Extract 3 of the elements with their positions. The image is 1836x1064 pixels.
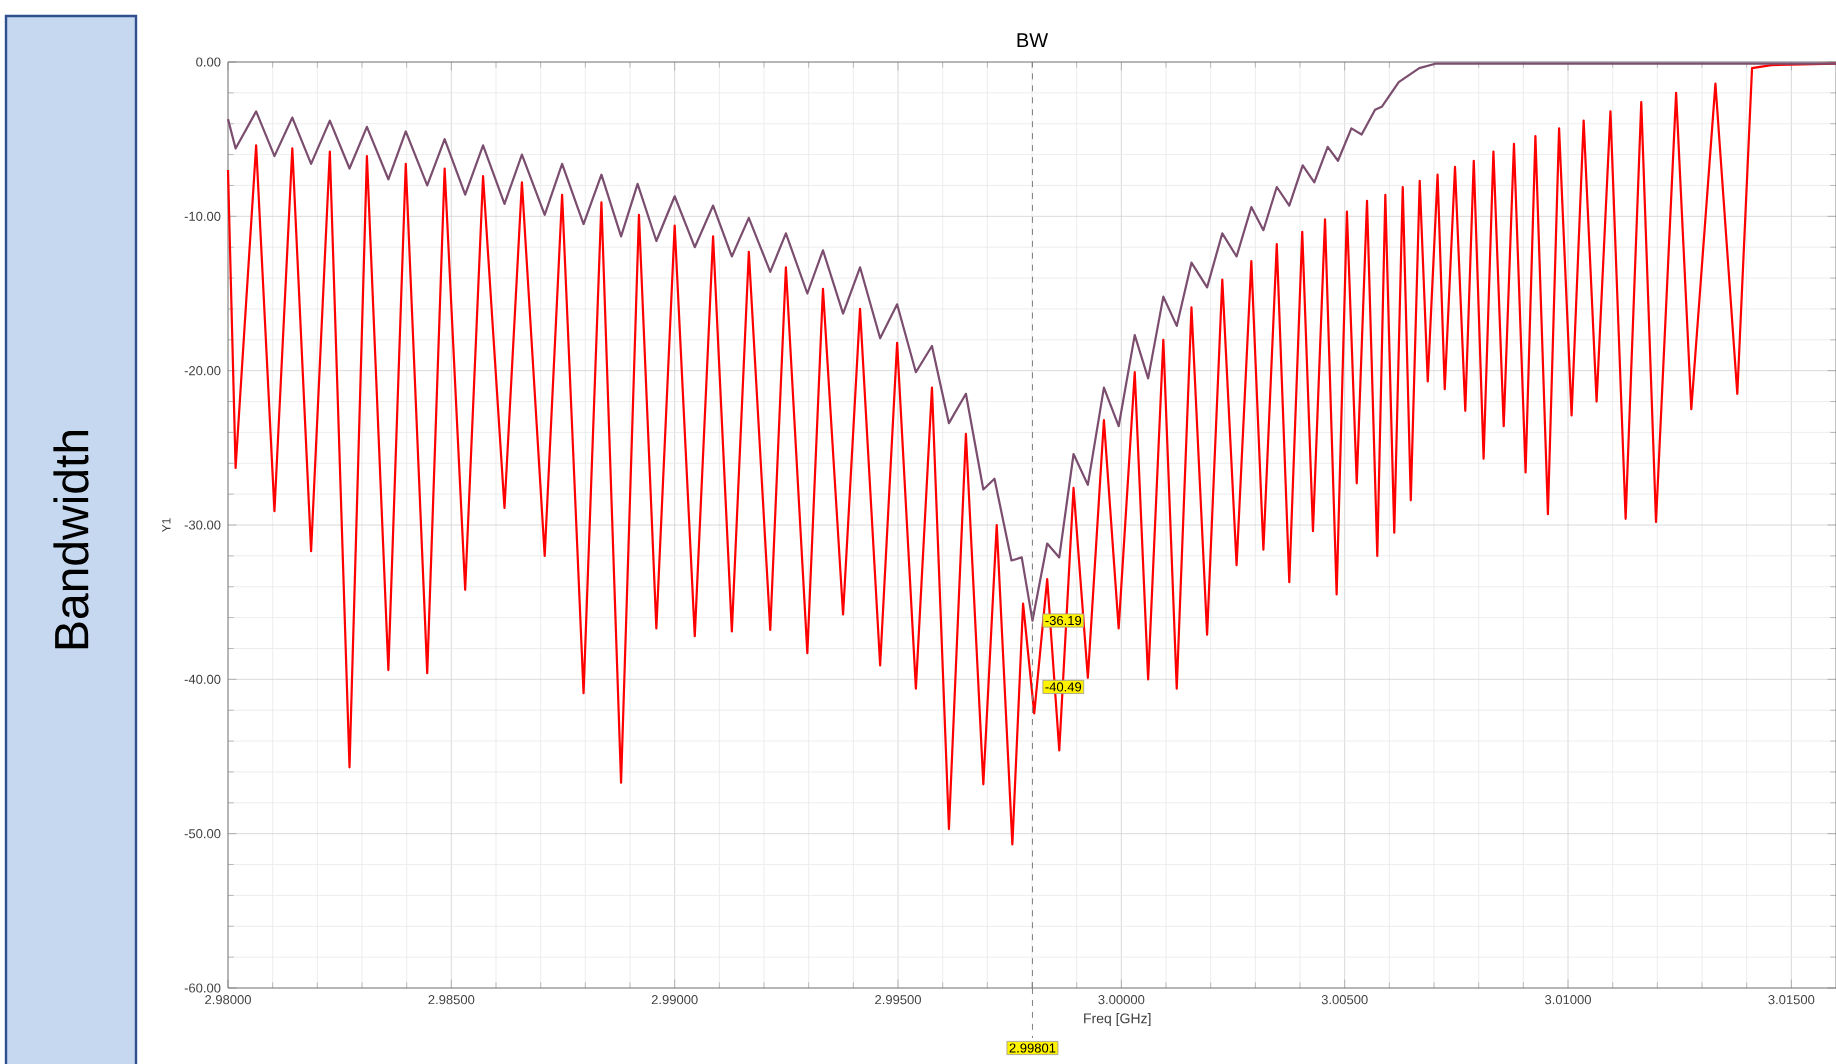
text: Bandwidth: [53, 431, 89, 649]
chart-title: BW: [1017, 33, 1049, 47]
line-series: [226, 62, 1836, 622]
